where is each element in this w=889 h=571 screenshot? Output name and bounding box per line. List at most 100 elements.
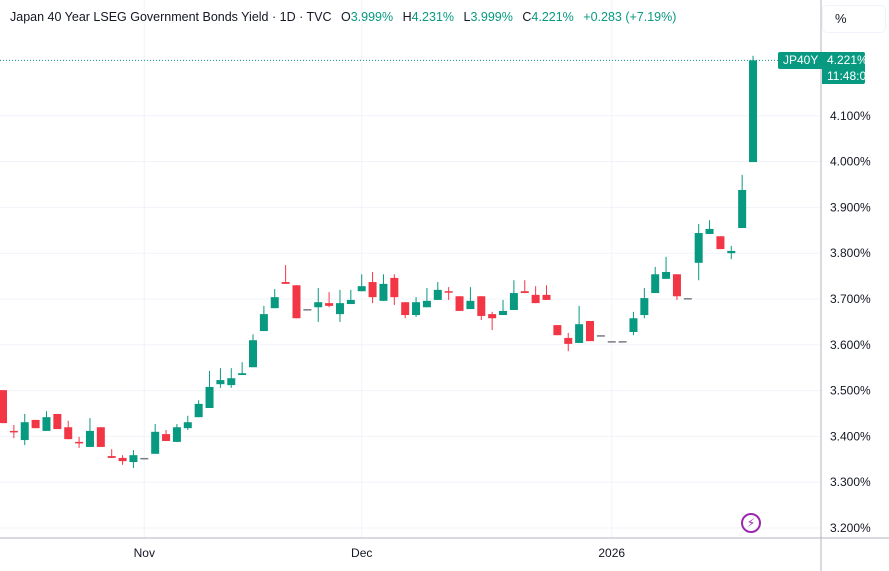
candle-body — [433, 289, 442, 300]
last-price: 4.221% — [827, 53, 868, 67]
candle-body — [118, 457, 127, 462]
candle-body — [346, 299, 355, 305]
candle-body — [596, 335, 605, 337]
chart-legend: Japan 40 Year LSEG Government Bonds Yiel… — [10, 10, 676, 24]
candle-body — [292, 285, 301, 319]
y-tick-label: 4.100% — [830, 109, 871, 123]
candle-body — [662, 271, 671, 279]
candle-body — [96, 427, 105, 447]
candle-body — [455, 296, 464, 311]
y-tick-label: 3.900% — [830, 200, 871, 214]
candle-body — [172, 427, 181, 442]
candle-body — [422, 300, 431, 308]
candle-body — [183, 422, 192, 429]
candle-body — [0, 390, 7, 424]
low-value: 3.999% — [470, 10, 513, 24]
candle-body — [749, 60, 758, 163]
candle-body — [466, 300, 475, 310]
candle-body — [672, 274, 681, 297]
last-price-tag: 4.221% 11:48:09 — [822, 52, 873, 84]
candle-body — [303, 309, 312, 311]
candle-body — [368, 282, 377, 298]
candle-body — [151, 431, 160, 454]
candle-body — [629, 318, 638, 332]
candle-body — [564, 337, 573, 344]
candle-body — [227, 378, 236, 386]
x-tick-label: 2026 — [598, 546, 625, 560]
candle-body — [585, 320, 594, 342]
candle-body — [553, 325, 562, 336]
candle-body — [727, 250, 736, 254]
candle-body — [140, 457, 149, 460]
candle-body — [20, 422, 29, 441]
x-tick-label: Nov — [134, 546, 155, 560]
candle-body — [325, 303, 334, 306]
symbol-title: Japan 40 Year LSEG Government Bonds Yiel… — [10, 10, 332, 24]
y-tick-label: 3.600% — [830, 338, 871, 352]
candle-body — [281, 282, 290, 284]
candle-body — [270, 297, 279, 309]
x-tick-label: Dec — [351, 546, 372, 560]
candle-body — [542, 294, 551, 300]
candle-body — [705, 228, 714, 234]
candle-body — [31, 419, 40, 429]
candle-body — [412, 302, 421, 316]
change-value: +0.283 (+7.19%) — [583, 10, 677, 24]
candle-body — [444, 291, 453, 293]
candle-body — [129, 455, 138, 463]
percent-scale-button[interactable]: % — [823, 6, 885, 32]
candle-body — [335, 303, 344, 315]
candle-body — [75, 441, 84, 444]
close-label: C — [522, 10, 532, 24]
candle-body — [607, 341, 616, 343]
high-value: 4.231% — [411, 10, 455, 24]
candle-body — [314, 302, 323, 308]
open-value: 3.999% — [350, 10, 394, 24]
candle-body — [509, 293, 518, 310]
candle-body — [9, 430, 18, 433]
candle-body — [401, 302, 410, 316]
candle-body — [64, 427, 73, 440]
y-tick-label: 3.700% — [830, 292, 871, 306]
candle-body — [205, 386, 214, 409]
candle-body — [53, 413, 62, 430]
candle-body — [259, 314, 268, 332]
candle-body — [520, 291, 529, 294]
high-label: H — [402, 10, 412, 24]
candle-body — [575, 324, 584, 343]
close-value: 4.221% — [531, 10, 574, 24]
candle-body — [249, 340, 258, 368]
candle-body — [107, 456, 116, 458]
candle-body — [162, 434, 171, 441]
y-tick-label: 3.500% — [830, 384, 871, 398]
open-label: O — [340, 10, 351, 24]
candle-body — [531, 294, 540, 304]
candle-body — [390, 277, 399, 298]
y-tick-label: 3.800% — [830, 246, 871, 260]
symbol-price-tag: JP40Y — [778, 52, 824, 69]
candle-body — [683, 298, 692, 300]
bar-countdown: 11:48:09 — [827, 69, 873, 83]
candle-body — [488, 314, 497, 319]
candle-body — [499, 310, 508, 316]
candle-body — [651, 274, 660, 294]
low-label: L — [463, 10, 471, 24]
candle-body — [477, 296, 486, 316]
lightning-icon[interactable]: ⚡ — [741, 513, 761, 533]
candle-body — [618, 341, 627, 343]
y-tick-label: 3.200% — [830, 521, 871, 535]
candle-body — [379, 283, 388, 301]
candle-body — [738, 189, 747, 229]
candle-body — [716, 236, 725, 250]
candle-body — [357, 286, 366, 292]
candle-body — [694, 233, 703, 263]
y-tick-label: 3.400% — [830, 429, 871, 443]
y-tick-label: 3.300% — [830, 475, 871, 489]
candle-body — [42, 417, 51, 431]
candle-body — [216, 380, 225, 385]
y-tick-label: 4.000% — [830, 155, 871, 169]
candle-body — [238, 373, 247, 376]
candle-body — [640, 298, 649, 316]
candle-body — [85, 430, 94, 447]
